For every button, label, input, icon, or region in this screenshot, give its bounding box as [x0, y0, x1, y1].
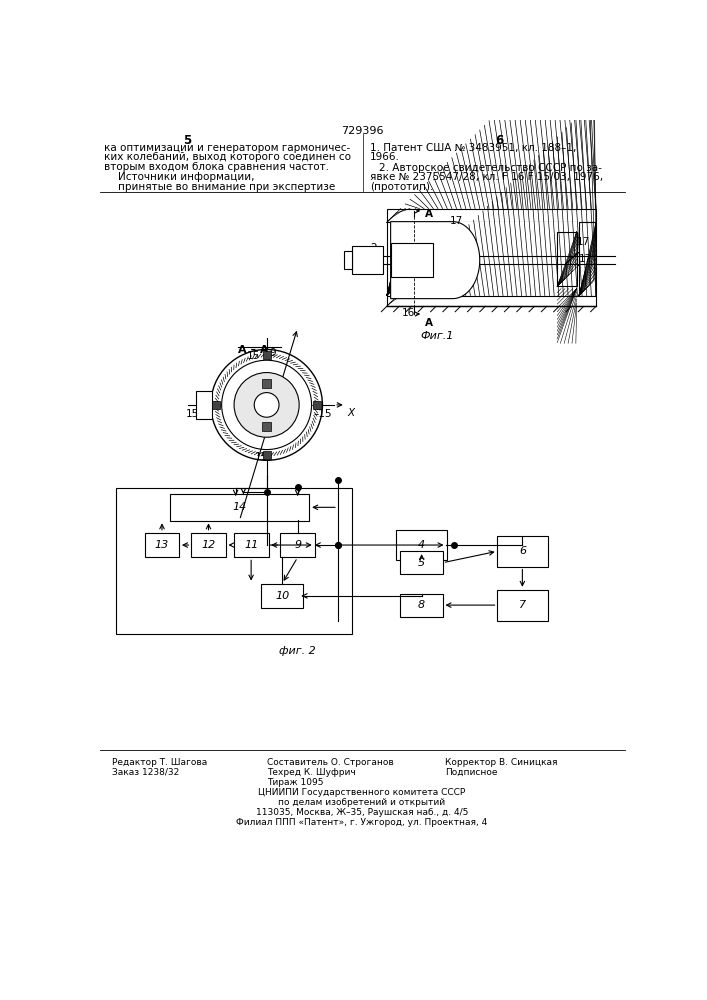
Text: 10: 10: [275, 591, 289, 601]
Text: Фиг.1: Фиг.1: [421, 331, 454, 341]
Text: Заказ 1238/32: Заказ 1238/32: [112, 768, 179, 777]
Bar: [170, 494, 309, 521]
Circle shape: [222, 360, 312, 450]
Text: Составитель О. Строганов: Составитель О. Строганов: [267, 758, 393, 767]
Bar: [497, 536, 547, 567]
Bar: [404, 252, 418, 265]
Text: Корректор В. Синицкая: Корректор В. Синицкая: [445, 758, 557, 767]
Bar: [400, 551, 443, 574]
Text: 3: 3: [270, 400, 276, 410]
Bar: [387, 296, 596, 306]
Bar: [557, 232, 577, 286]
Text: 15: 15: [255, 452, 268, 462]
Text: Тираж 1095: Тираж 1095: [267, 778, 323, 787]
Text: 15: 15: [186, 409, 199, 419]
Text: 14: 14: [233, 502, 247, 512]
Text: А – А: А – А: [238, 345, 269, 355]
Text: ка оптимизации и генератором гармоничес-: ка оптимизации и генератором гармоничес-: [104, 143, 350, 153]
Bar: [262, 379, 271, 388]
Bar: [565, 252, 579, 265]
Bar: [391, 243, 433, 277]
Text: Филиал ППП «Патент», г. Ужгород, ул. Проектная, 4: Филиал ППП «Патент», г. Ужгород, ул. Про…: [236, 818, 488, 827]
Bar: [397, 530, 447, 560]
Text: 8: 8: [418, 600, 425, 610]
Text: Источники информации,: Источники информации,: [118, 172, 255, 182]
Text: Подписное: Подписное: [445, 768, 498, 777]
Text: фиг. 2: фиг. 2: [279, 646, 316, 656]
Text: 2. Авторское свидетельство СССР по за-: 2. Авторское свидетельство СССР по за-: [379, 163, 602, 173]
Circle shape: [211, 349, 322, 460]
Bar: [387, 209, 596, 222]
Text: 6: 6: [495, 134, 503, 147]
Bar: [144, 533, 180, 557]
Text: 1966.: 1966.: [370, 152, 399, 162]
Text: 15: 15: [247, 351, 260, 361]
Text: Техред К. Шуфрич: Техред К. Шуфрич: [267, 768, 355, 777]
Text: 11: 11: [244, 540, 258, 550]
Text: принятые во внимание при экспертизе: принятые во внимание при экспертизе: [118, 182, 335, 192]
Bar: [497, 590, 547, 620]
Text: А: А: [425, 318, 433, 328]
Text: Редактор Т. Шагова: Редактор Т. Шагова: [112, 758, 207, 767]
Circle shape: [255, 393, 279, 417]
Bar: [280, 533, 315, 557]
Bar: [196, 391, 211, 419]
Text: 9: 9: [269, 348, 276, 358]
Text: 17: 17: [579, 254, 592, 264]
Bar: [387, 222, 404, 296]
Text: 17: 17: [577, 237, 590, 247]
Text: явке № 2375547/28, кл. F 16 F 15/03, 1976,: явке № 2375547/28, кл. F 16 F 15/03, 197…: [370, 172, 603, 182]
Text: 729396: 729396: [341, 126, 383, 136]
Circle shape: [234, 373, 299, 437]
Text: 3: 3: [260, 400, 267, 410]
Text: 113035, Москва, Ж–35, Раушская наб., д. 4/5: 113035, Москва, Ж–35, Раушская наб., д. …: [256, 808, 468, 817]
Bar: [263, 451, 271, 459]
Text: 16: 16: [402, 308, 416, 318]
Bar: [191, 533, 226, 557]
Text: вторым входом блока сравнения частот.: вторым входом блока сравнения частот.: [104, 162, 329, 172]
Text: 7: 7: [519, 600, 526, 610]
Text: А: А: [425, 209, 433, 219]
Polygon shape: [391, 222, 480, 299]
Text: 1. Патент США № 3483951, кл. 188–1,: 1. Патент США № 3483951, кл. 188–1,: [370, 143, 576, 153]
Bar: [262, 422, 271, 431]
Text: 13: 13: [155, 540, 169, 550]
Text: 1: 1: [360, 251, 367, 261]
Text: 4: 4: [418, 540, 425, 550]
Bar: [400, 594, 443, 617]
Text: 12: 12: [201, 540, 216, 550]
Text: (прототип).: (прототип).: [370, 182, 433, 192]
Text: 6: 6: [519, 546, 526, 556]
Text: 2: 2: [370, 243, 377, 253]
Text: 5: 5: [182, 134, 191, 147]
Text: X: X: [347, 408, 354, 418]
Text: ких колебаний, выход которого соединен со: ких колебаний, выход которого соединен с…: [104, 152, 351, 162]
Bar: [352, 246, 383, 274]
Text: –15: –15: [313, 409, 332, 419]
Bar: [344, 251, 352, 269]
Bar: [212, 401, 220, 409]
Text: 17: 17: [450, 216, 464, 226]
Bar: [263, 351, 271, 359]
Bar: [579, 222, 596, 296]
Bar: [115, 488, 352, 634]
Bar: [313, 401, 321, 409]
Bar: [234, 533, 269, 557]
Bar: [404, 222, 579, 296]
Text: 5: 5: [418, 558, 425, 568]
Bar: [261, 584, 303, 608]
Text: ЦНИИПИ Государственного комитета СССР: ЦНИИПИ Государственного комитета СССР: [258, 788, 466, 797]
Text: по делам изобретений и открытий: по делам изобретений и открытий: [279, 798, 445, 807]
Text: 9: 9: [294, 540, 301, 550]
